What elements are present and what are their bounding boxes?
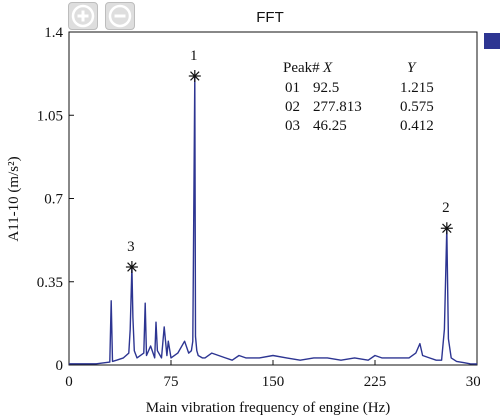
peak-row-2-y: 0.575 [400,99,434,115]
chart-title: FFT [256,9,284,26]
legend-swatch [484,33,500,49]
peak-row-1-y: 1.215 [400,80,434,96]
peak-label: 3 [127,239,135,255]
peak-table-header-x: X [322,60,333,76]
peak-marker [440,222,453,235]
peak-table-header-peak: Peak# [283,60,320,76]
y-tick-label: 0.35 [37,275,63,291]
x-tick-label: 225 [364,374,387,390]
y-tick-label: 0 [56,358,64,374]
peak-markers: 1 2 3 [125,48,453,274]
peak-row-2-x: 277.813 [313,99,362,115]
y-tick-label: 1.4 [44,25,63,41]
peak-table: Peak# X Y 01 92.5 1.215 02 277.813 0.575… [283,60,434,134]
y-axis-title: A11-10 (m/s²) [6,156,22,241]
y-tick-label: 1.05 [37,108,63,124]
peak-row-2-id: 02 [285,99,300,115]
x-axis: 0 75 150 225 300 [65,360,480,390]
peak-row-1-id: 01 [285,80,300,96]
fft-chart: FFT 0 0.35 0.7 1.05 1.4 0 75 150 225 300 1 2 3 Pea… [6,9,480,416]
fft-series-line [69,75,478,365]
peak-row-3-id: 03 [285,118,300,134]
peak-table-header-y: Y [407,60,417,76]
x-tick-label: 300 [466,374,480,390]
minus-circle-icon [108,4,132,28]
peak-marker [188,70,201,83]
peak-row-1-x: 92.5 [313,80,339,96]
peak-label: 1 [190,48,198,64]
x-tick-label: 150 [262,374,285,390]
peak-row-3-x: 46.25 [313,118,347,134]
zoom-in-button[interactable] [68,2,98,30]
x-tick-label: 0 [65,374,73,390]
y-tick-label: 0.7 [44,192,63,208]
zoom-out-button[interactable] [105,2,135,30]
x-axis-title: Main vibration frequency of engine (Hz) [146,400,391,416]
peak-label: 2 [442,200,450,216]
peak-row-3-y: 0.412 [400,118,434,134]
y-axis: 0 0.35 0.7 1.05 1.4 [37,25,74,374]
x-tick-label: 75 [164,374,179,390]
plus-circle-icon [71,4,95,28]
peak-marker [125,261,138,274]
